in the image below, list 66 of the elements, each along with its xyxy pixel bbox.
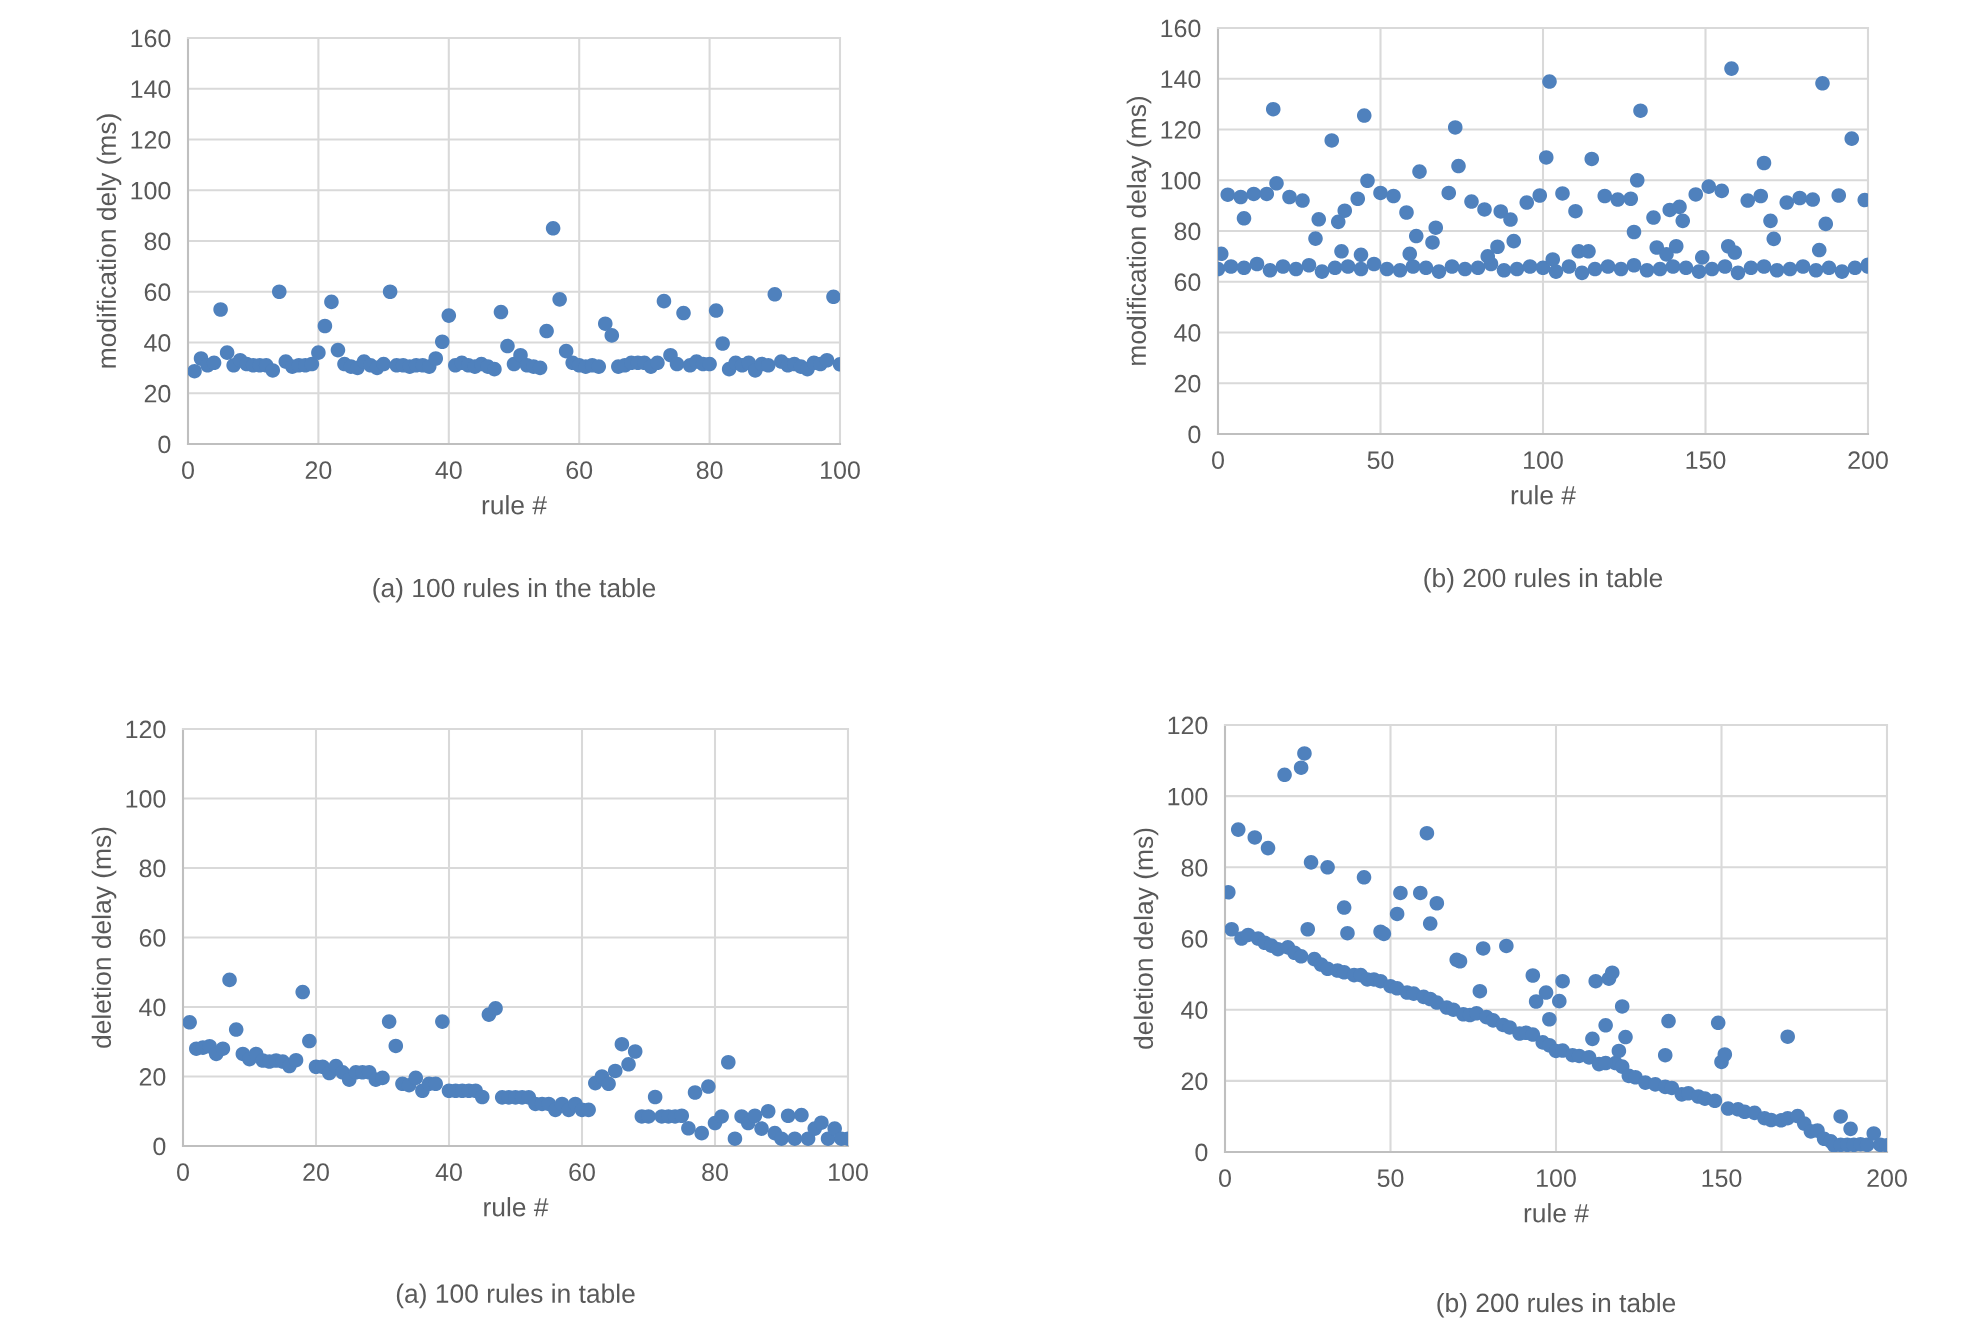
x-tick-label: 0: [182, 461, 194, 480]
y-tick-label: 0: [153, 1137, 166, 1156]
y-tick-label: 40: [1181, 1001, 1208, 1019]
x-tick-label: 50: [1367, 451, 1394, 470]
y-tick-label: 100: [1161, 171, 1201, 190]
y-tick-label: 40: [1174, 324, 1201, 342]
x-axis-title: rule #: [1524, 1203, 1589, 1223]
y-tick-label: 100: [1168, 787, 1208, 806]
y-tick-label: 60: [144, 283, 171, 302]
text: (b) 200 rules in table: [1424, 567, 1663, 593]
y-tick-label: 60: [1181, 930, 1208, 948]
y-tick-label: 20: [144, 384, 171, 403]
x-tick-label: 0: [177, 1163, 189, 1182]
y-tick-label: 40: [139, 998, 166, 1017]
y-axis-title: modification delay (ms): [1126, 96, 1152, 365]
y-axis-title: modification dely (ms): [96, 114, 122, 368]
y-tick-label: 20: [1174, 374, 1201, 393]
y-axis-title: deletion delay (ms): [1133, 828, 1159, 1049]
x-tick-label: 100: [1537, 1169, 1576, 1188]
y-tick-label: 80: [139, 859, 166, 878]
x-tick-label: 80: [696, 461, 723, 480]
y-tick-label: 100: [131, 181, 171, 200]
x-tick-label: 150: [1686, 451, 1726, 470]
y-tick-label: 120: [1161, 121, 1201, 139]
x-tick-label: 20: [303, 1163, 329, 1182]
y-tick-label: 20: [139, 1068, 166, 1086]
text: (a) 100 rules in the table: [373, 577, 656, 603]
y-tick-label: 120: [126, 720, 166, 739]
y-tick-label: 80: [1181, 858, 1208, 877]
x-axis-title: rule #: [482, 495, 547, 515]
y-tick-label: 120: [131, 131, 171, 149]
y-tick-label: 160: [1161, 19, 1201, 38]
y-tick-label: 0: [1188, 425, 1201, 444]
y-tick-label: 80: [144, 232, 171, 251]
x-tick-label: 40: [435, 1163, 462, 1182]
y-tick-label: 120: [1168, 716, 1208, 735]
x-tick-label: 0: [1219, 1169, 1231, 1188]
y-tick-label: 0: [1195, 1143, 1208, 1162]
x-tick-label: 100: [829, 1163, 868, 1182]
text: (a) 100 rules in table: [396, 1283, 635, 1309]
y-tick-label: 60: [139, 929, 166, 947]
text: (b) 200 rules in table: [1437, 1292, 1676, 1318]
y-tick-label: 160: [131, 29, 171, 48]
x-axis-title: rule #: [1511, 485, 1576, 505]
x-tick-label: 40: [435, 461, 462, 480]
x-tick-label: 200: [1867, 1169, 1907, 1188]
y-tick-label: 100: [126, 790, 166, 808]
x-axis-title: rule #: [484, 1197, 549, 1217]
y-tick-label: 0: [158, 435, 171, 454]
x-tick-label: 60: [569, 1163, 595, 1182]
x-tick-label: 100: [1524, 451, 1563, 470]
x-tick-label: 200: [1848, 451, 1888, 470]
y-axis-title: deletion delay (ms): [91, 827, 117, 1048]
x-tick-label: 150: [1702, 1169, 1742, 1188]
y-tick-label: 40: [144, 334, 171, 352]
x-tick-label: 0: [1212, 451, 1224, 470]
y-tick-label: 80: [1174, 222, 1201, 241]
x-tick-label: 50: [1377, 1169, 1404, 1188]
y-tick-label: 20: [1181, 1072, 1208, 1091]
x-tick-label: 80: [702, 1163, 728, 1182]
y-tick-label: 140: [1161, 70, 1201, 89]
x-tick-label: 20: [305, 461, 332, 480]
x-tick-label: 60: [566, 461, 593, 480]
x-tick-label: 100: [821, 461, 860, 480]
y-tick-label: 60: [1174, 273, 1201, 292]
y-tick-label: 140: [131, 80, 171, 99]
